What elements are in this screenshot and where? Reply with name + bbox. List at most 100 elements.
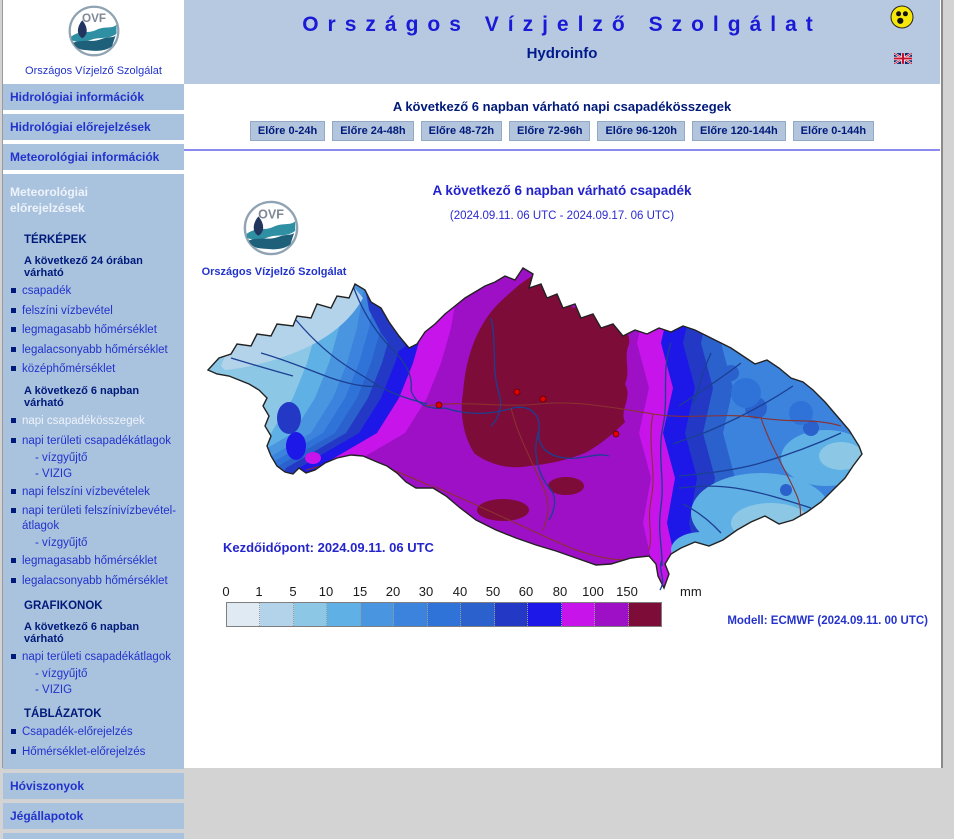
sidebar-logo-caption: Országos Vízjelző Szolgálat — [25, 65, 162, 77]
bullet-square-icon — [11, 558, 16, 564]
legend-color-bar — [226, 602, 662, 627]
submenu-item-napi-csapadekosszegek[interactable]: napi csapadékösszegek — [11, 414, 180, 428]
submenu-heading-grafikonok: GRAFIKONOK — [24, 599, 103, 612]
bullet-square-icon — [11, 653, 16, 659]
bullet-square-icon — [11, 365, 16, 371]
submenu-item-legalacsonyabb-homerseklet-6nap[interactable]: legalacsonyabb hőmérséklet — [11, 574, 180, 588]
button-elore-96-120h[interactable]: Előre 96-120h — [597, 121, 686, 141]
submenu-subheading-6napban-grafikon: A következő 6 napban várható — [24, 620, 140, 645]
rivers — [230, 285, 842, 567]
river-outlet — [659, 559, 664, 591]
sidebar-item-hidrologiai-elorejelzesek[interactable]: Hidrológiai előrejelzések — [3, 114, 184, 140]
legend-cell-10-15 — [327, 603, 361, 626]
submenu-heading-terkepek: TÉRKÉPEK — [24, 234, 87, 247]
submenu-item-csapadek[interactable]: csapadék — [11, 284, 180, 298]
sidebar-logo-box[interactable]: OVF Országos Vízjelző Szolgálat — [3, 0, 184, 84]
map-blob-east — [731, 378, 761, 408]
legend-cell-30-40 — [427, 603, 462, 626]
catchment-outline — [206, 267, 863, 590]
sidebar-item-hidrologiai-informaciok[interactable]: Hidrológiai információk — [3, 84, 184, 110]
button-elore-0-24h[interactable]: Előre 0-24h — [249, 121, 326, 141]
submenu-item-grafikon-vizgyujto[interactable]: - vízgyűjtő — [35, 668, 88, 681]
button-elore-24-48h[interactable]: Előre 24-48h — [332, 121, 414, 141]
map-blob-east — [803, 420, 819, 436]
bullet-square-icon — [11, 327, 16, 333]
submenu-heading-tablazatok: TÁBLÁZATOK — [24, 708, 102, 721]
submenu-item-legalacsonyabb-homerseklet[interactable]: legalacsonyabb hőmérséklet — [11, 343, 180, 357]
legend-cell-60-80 — [528, 603, 562, 626]
legend-cell-over-150 — [628, 603, 662, 626]
sidebar-item-hoviszonyok[interactable]: Hóviszonyok — [3, 773, 184, 799]
legend-cell-0-1 — [227, 603, 261, 626]
submenu-item-csapadek-elorejelzes[interactable]: Csapadék-előrejelzés — [11, 725, 180, 739]
bullet-square-icon — [11, 489, 16, 494]
sidebar: OVF Országos Vízjelző Szolgálat Hidrológ… — [3, 0, 184, 839]
submenu-item-napi-teruleti-csapadekatlagok[interactable]: napi területi csapadékátlagok — [11, 434, 180, 448]
button-elore-72-96h[interactable]: Előre 72-96h — [509, 121, 591, 141]
legend-cell-5-10 — [293, 603, 328, 626]
legend-unit-label: mm — [680, 584, 702, 599]
sidebar-item-partial[interactable] — [3, 833, 184, 839]
svg-text:OVF: OVF — [81, 12, 105, 25]
submenu-item-grafikon-vizig[interactable]: - VIZIG — [35, 684, 73, 697]
legend-cell-1-5 — [260, 603, 294, 626]
sidebar-item-meteorologiai-informaciok[interactable]: Meteorológiai információk — [3, 144, 184, 170]
bullet-square-icon — [11, 729, 16, 735]
submenu-item-vizgyujto2[interactable]: - vízgyűjtő — [35, 537, 88, 550]
submenu-item-felszini-vizbevetel[interactable]: felszíni vízbevétel — [11, 304, 180, 318]
map-blob-sw — [305, 452, 321, 464]
site-title: Országos Vízjelző Szolgálat — [302, 13, 822, 36]
ovf-logo-icon: OVF — [68, 5, 119, 57]
submenu-item-grafikon-csapadekatlagok[interactable]: napi területi csapadékátlagok — [11, 650, 180, 664]
model-label: Modell: ECMWF (2024.09.11. 00 UTC) — [727, 615, 928, 627]
submenu-item-kozephomerseklet[interactable]: középhőmérséklet — [11, 362, 180, 376]
submenu-item-napi-teruleti-felszinivizbevetel-atlagok[interactable]: napi területi felszínivízbevétel-átlagok — [11, 504, 180, 533]
forecast-range-buttons: Előre 0-24h Előre 24-48h Előre 48-72h El… — [184, 121, 940, 141]
map-blob-nw-edge — [366, 293, 406, 353]
submenu-item-vizgyujto[interactable]: - vízgyűjtő — [35, 452, 88, 464]
submenu-item-legmagasabb-homerseklet-6nap[interactable]: legmagasabb hőmérséklet — [11, 554, 180, 568]
button-elore-48-72h[interactable]: Előre 48-72h — [420, 121, 503, 141]
button-elore-120-144h[interactable]: Előre 120-144h — [692, 121, 786, 141]
legend-cell-40-50 — [461, 603, 495, 626]
bullet-square-icon — [11, 307, 16, 313]
submenu-item-napi-felszini-vizbevetelek[interactable]: napi felszíni vízbevételek — [11, 485, 180, 499]
map-region-se-5-10 — [731, 503, 811, 543]
uk-flag-icon[interactable] — [894, 53, 912, 64]
site-subtitle: Hydroinfo — [526, 45, 598, 62]
map-region-east-20-30 — [721, 268, 862, 588]
submenu-item-homerseklet-elorejelzes[interactable]: Hőmérséklet-előrejelzés — [11, 745, 180, 759]
map-region-over-150 — [461, 273, 630, 468]
page-header: Országos Vízjelző Szolgálat Hydroinfo — [184, 0, 940, 84]
map-region-over-150c — [548, 477, 584, 495]
map-blob-east — [789, 401, 813, 425]
precipitation-map — [206, 267, 863, 591]
divider-rule — [184, 149, 940, 151]
start-time-label: Kezdőidőpont: 2024.09.11. 06 UTC — [223, 540, 434, 555]
button-elore-0-144h[interactable]: Előre 0-144h — [792, 121, 875, 141]
bullet-square-icon — [11, 437, 16, 443]
map-region-se-10-15c — [671, 532, 731, 568]
bullet-square-icon — [11, 418, 16, 424]
station-markers — [435, 388, 620, 438]
map-logo-caption: Országos Vízjelző Szolgálat — [201, 266, 347, 278]
map-blob-east — [780, 484, 792, 496]
map-blob-east — [723, 365, 739, 381]
sidebar-item-meteorologiai-elorejelzesek[interactable]: Meteorológiai előrejelzések — [10, 185, 89, 216]
map-region-se-5-10b — [819, 442, 862, 470]
submenu-item-vizig[interactable]: - VIZIG — [35, 468, 73, 480]
sidebar-submenu: TÉRKÉPEK A következő 24 órában várható c… — [3, 218, 184, 759]
submenu-subheading-24oraban: A következő 24 órában várható — [24, 255, 143, 280]
svg-text:OVF: OVF — [258, 207, 284, 221]
legend-cell-20-30 — [394, 603, 428, 626]
map-region-over-150b — [477, 499, 529, 521]
submenu-subheading-6napban: A következő 6 napban várható — [24, 385, 140, 410]
map-title: A következő 6 napban várható csapadék — [432, 183, 692, 198]
accessibility-icon[interactable] — [890, 5, 914, 29]
legend-cell-100-150 — [595, 603, 629, 626]
bullet-square-icon — [11, 577, 16, 583]
sidebar-item-jegallapotok[interactable]: Jégállapotok — [3, 803, 184, 829]
submenu-item-legmagasabb-homerseklet[interactable]: legmagasabb hőmérséklet — [11, 323, 180, 337]
legend-tick-labels: 0 1 5 10 15 20 30 40 50 60 80 100 150 — [222, 584, 638, 599]
